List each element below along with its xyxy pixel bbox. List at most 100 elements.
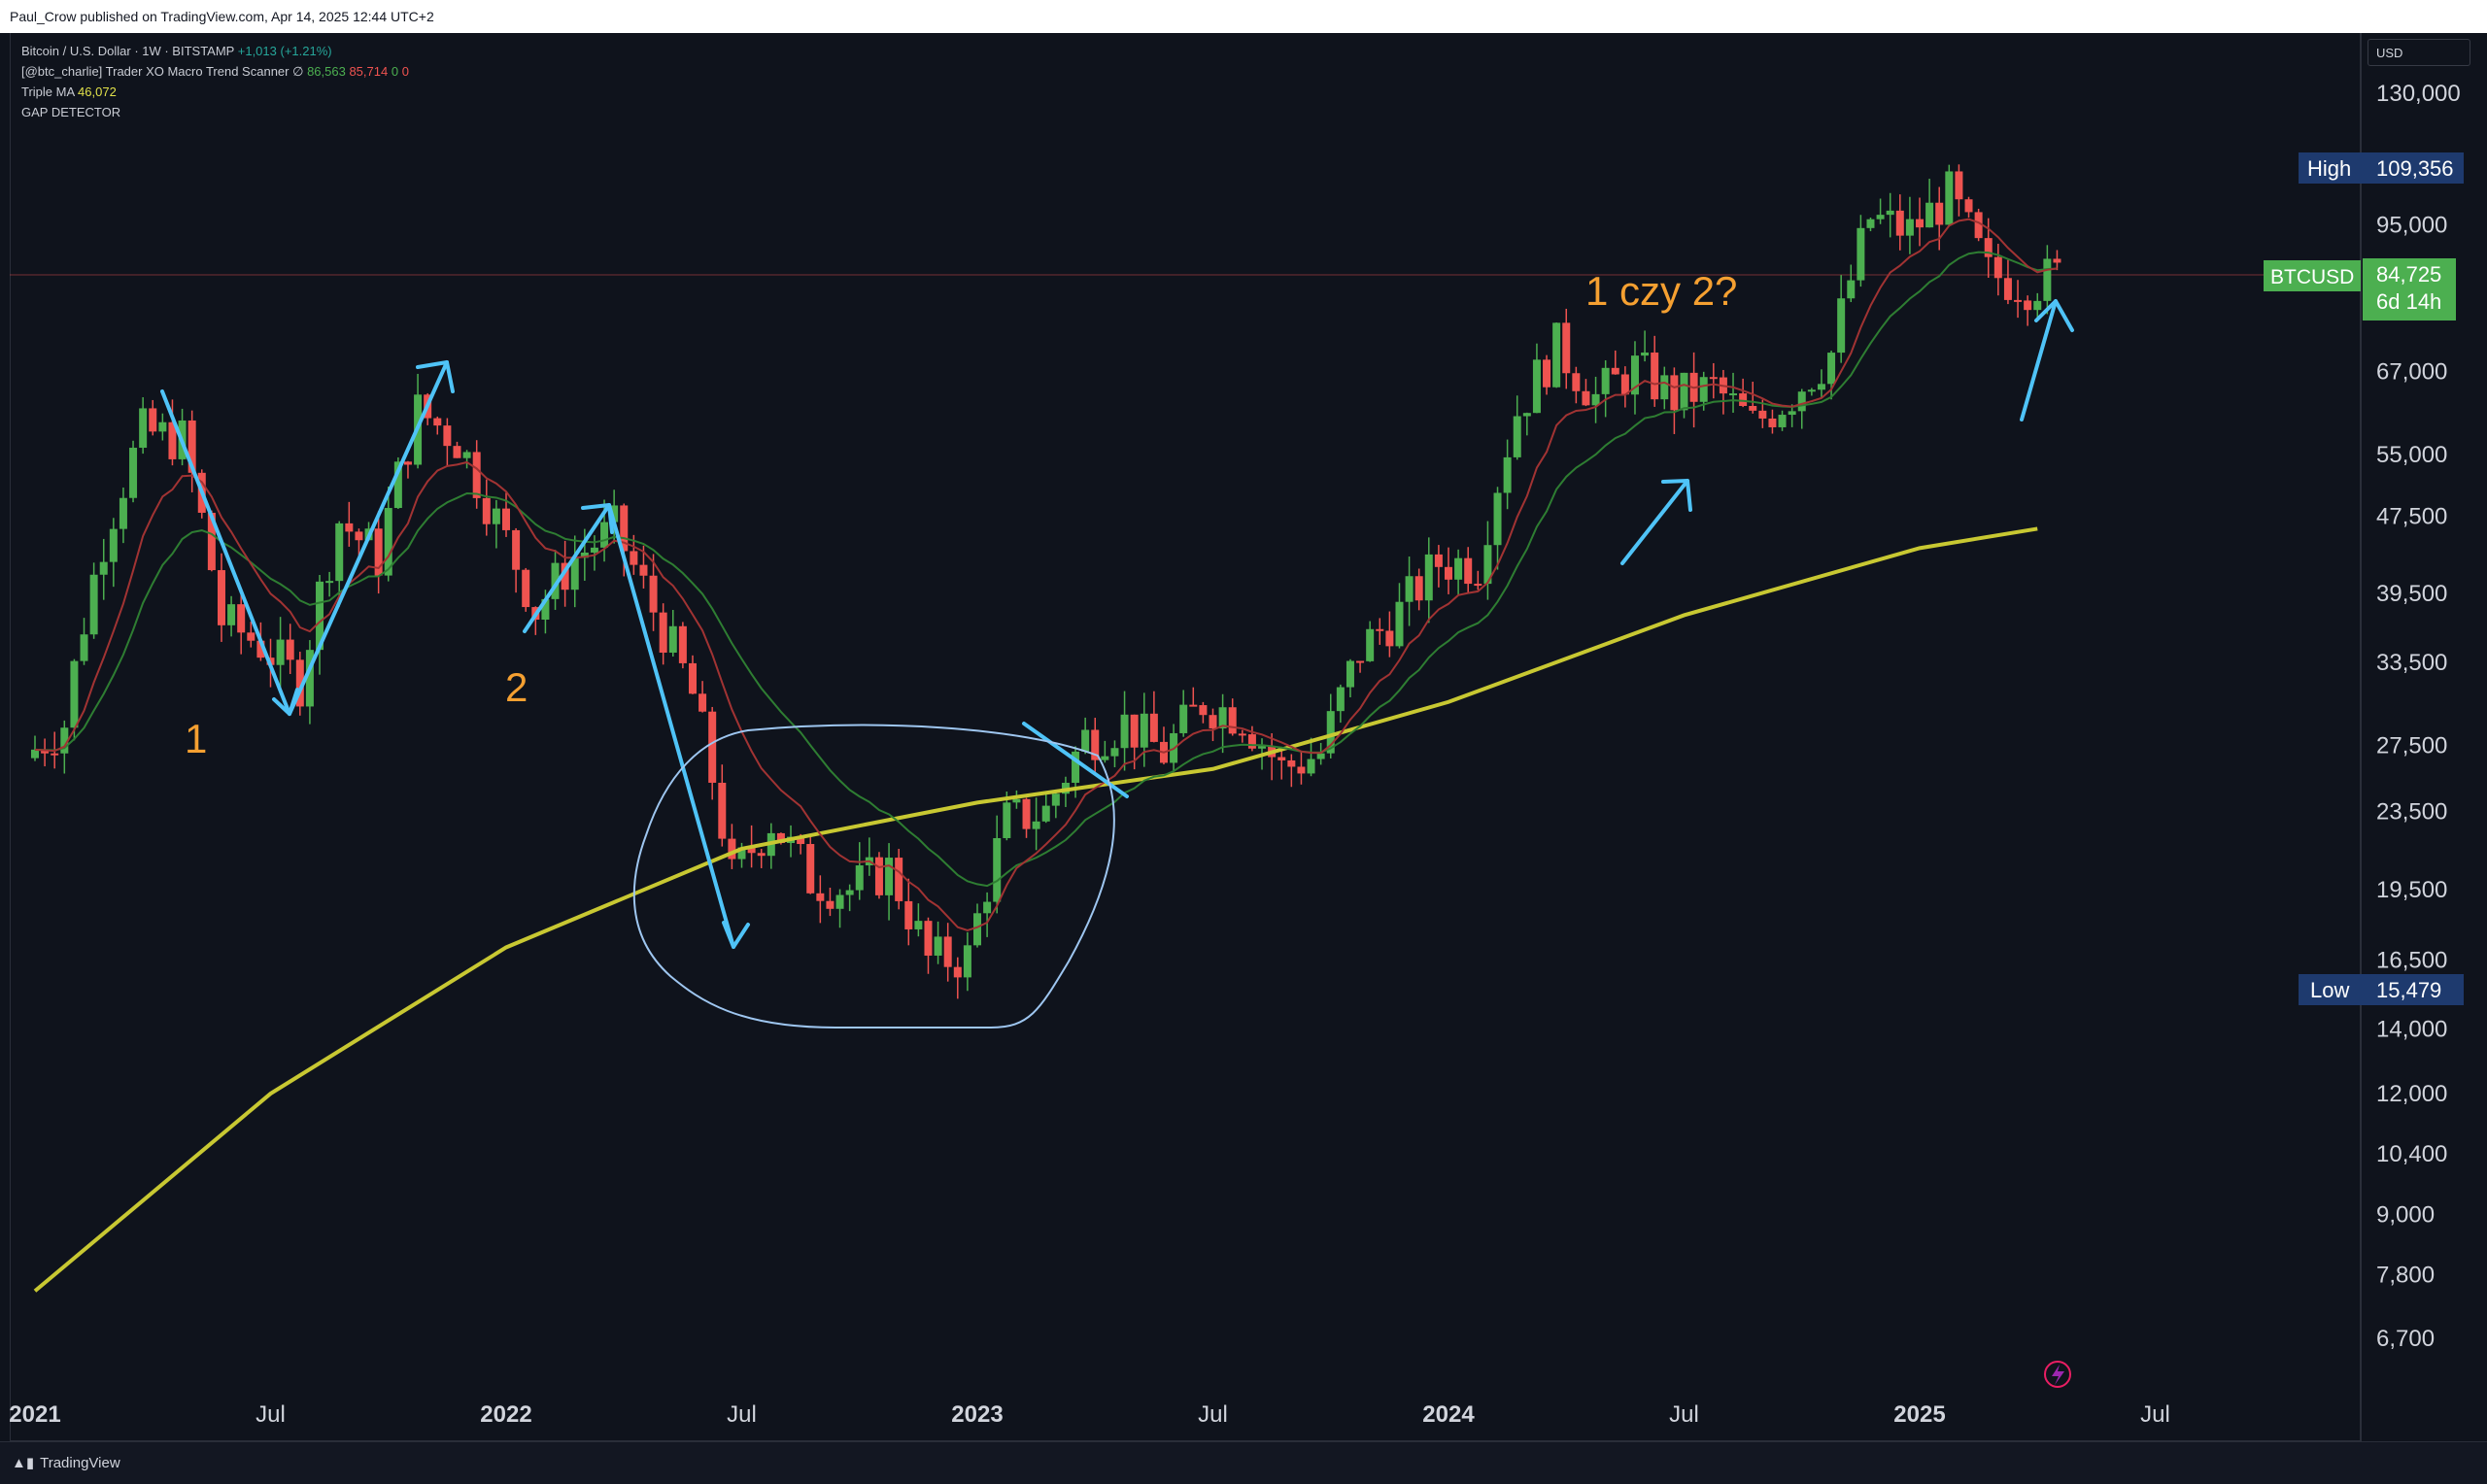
candle-body [924,921,933,956]
candle-body [570,557,579,590]
candle-body [541,598,550,621]
arrow-down-1 [160,389,291,716]
arrow-head-6 [2034,299,2074,332]
candle-body [89,574,98,635]
time-tick: 2021 [9,1401,60,1428]
candle-body [649,575,658,613]
price-tick-labels: 130,000 95,000 67,000 55,000 47,500 39,500 33,… [2376,81,2461,1352]
candle-body [187,420,196,473]
candle-body [1552,322,1561,388]
candle-body [1651,352,1659,400]
candle-body [492,508,500,524]
arrow-up-1 [288,360,449,716]
candle-body [934,936,942,956]
candle-body [1591,393,1600,406]
candle-body [953,966,962,978]
candle-body [1709,377,1718,380]
candle-body [1945,171,1954,225]
candle-body [276,639,285,665]
price-scale[interactable] [2361,33,2487,1441]
question-label: 1 czy 2? [1585,268,1737,314]
candle-body [393,461,402,509]
candle-body [620,505,629,552]
tradingview-brand: TradingView [40,1454,120,1471]
candle-body [2003,278,2012,300]
price-tick: 10,400 [2376,1141,2447,1167]
legend-change: +1,013 (+1.21%) [237,44,332,58]
legend-indicator1-row[interactable]: [@btc_charlie] Trader XO Macro Trend Sca… [21,61,409,82]
candle-body [668,625,677,654]
candle-body [129,448,138,498]
candle-body [551,562,560,599]
candle-body [286,639,294,660]
arrow-down-2 [607,503,735,949]
candle-body [60,727,69,754]
tradingview-logo[interactable]: ▲▮ TradingView [12,1454,120,1472]
lightning-icon[interactable] [2044,1361,2071,1388]
candle-body [895,858,903,901]
candle-body [2024,300,2032,311]
time-tick: Jul [2140,1401,2170,1428]
arrow-up-4 [2020,299,2058,422]
footer-bar: ▲▮ TradingView [0,1441,2487,1484]
candle-body [610,505,619,523]
candle-body [1149,713,1158,742]
time-tick: Jul [1198,1401,1228,1428]
chart-pane[interactable] [10,33,2361,1441]
low-tag-value: 15,479 [2376,978,2441,1002]
high-tag-label: High [2307,156,2351,181]
candle-body [472,452,481,498]
legend-indicator3-row[interactable]: GAP DETECTOR [21,102,409,122]
candle-body [1543,359,1551,388]
candle-body [993,837,1002,902]
candle-body [1660,375,1669,400]
candle-body [2033,300,2042,311]
candle-body [1032,821,1040,829]
candle-body [1788,411,1796,416]
high-tag-value: 109,356 [2376,156,2454,181]
candle-body [1189,704,1198,707]
candle-body [855,865,864,891]
candle-body [1434,554,1443,567]
wave-label-1: 1 [185,716,207,761]
candle-body [1749,405,1757,411]
candle-body [1503,456,1512,493]
candle-body [1376,628,1384,631]
candle-body [1445,566,1452,580]
candle-body [1582,390,1590,406]
candle-body [678,625,687,663]
candle-body [1091,729,1100,760]
candle-body [1051,793,1060,806]
legend-indicator1-glyph: ∅ [292,64,304,79]
arrow-up-3 [1620,479,1689,565]
symbol-tag-bg [2264,260,2361,291]
candle-body [1866,219,1875,228]
legend-indicator2-row[interactable]: Triple MA 46,072 [21,82,409,102]
candle-body [1886,210,1894,216]
candle-body [983,901,992,914]
ma-long-line [33,526,2038,1293]
candle-body [885,858,894,895]
candle-body [600,522,609,548]
candle-body [1493,492,1502,546]
arrow-head-2 [416,360,455,393]
candle-body [1012,798,1021,803]
candle-body [1110,748,1119,757]
candle-body [1414,576,1423,601]
candle-body [1670,375,1679,411]
candle-body [874,857,883,895]
candle-body [963,945,971,978]
time-tick: 2023 [951,1401,1003,1428]
candle-body [1041,805,1050,822]
candle-body [1278,757,1286,760]
candle-body [1572,373,1581,391]
price-tick: 16,500 [2376,947,2447,973]
low-tag-bg [2299,974,2464,1005]
legend-indicator1-v2: 85,714 [349,64,389,79]
currency-selector[interactable]: USD [2368,39,2470,66]
candle-body [1474,584,1482,587]
legend-symbol-row[interactable]: Bitcoin / U.S. Dollar · 1W · BITSTAMP +1… [21,41,409,61]
price-tick: 14,000 [2376,1016,2447,1042]
candle-body [1729,393,1738,396]
